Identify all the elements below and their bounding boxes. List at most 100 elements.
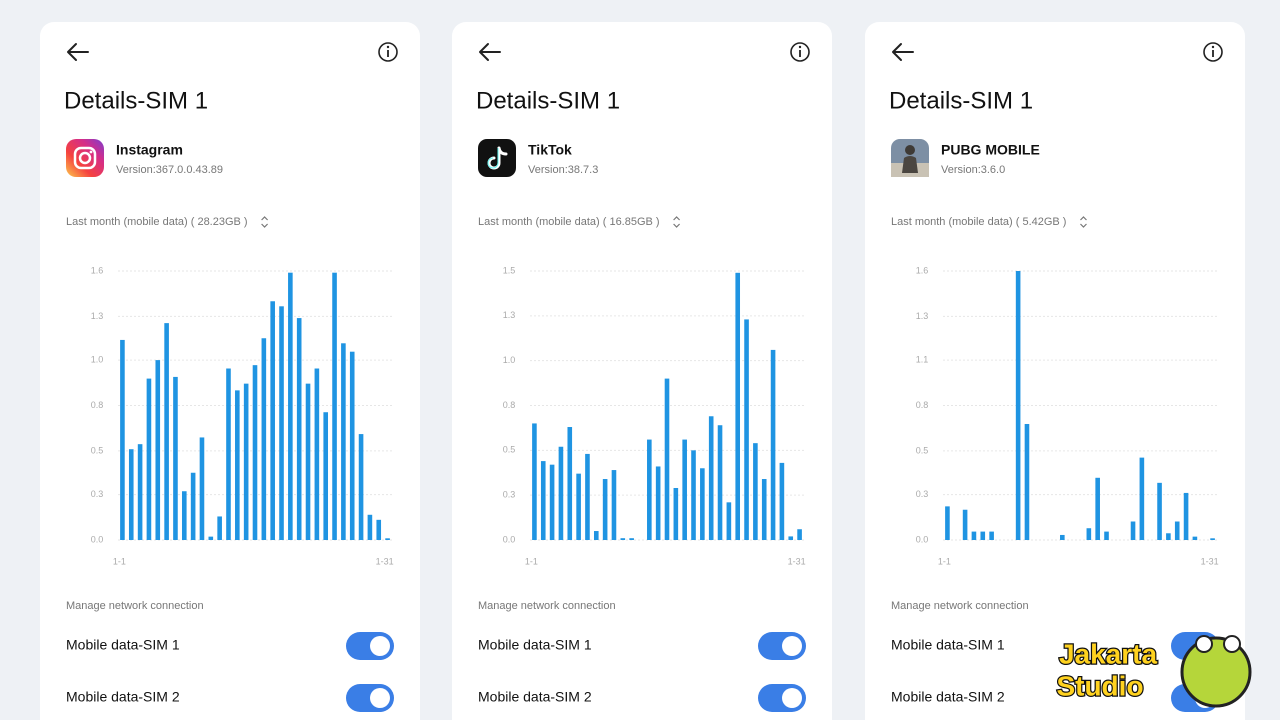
- period-chevron[interactable]: [261, 216, 269, 228]
- page-title: Details-SIM 1: [889, 87, 1033, 114]
- toggle-label: Mobile data-SIM 1: [891, 637, 1005, 653]
- bar: [279, 306, 284, 540]
- watermark-logo: [1223, 635, 1241, 653]
- toggle-knob: [782, 636, 802, 656]
- bar: [199, 437, 205, 540]
- y-tick-label: 0.0: [503, 534, 516, 544]
- toggle-switch[interactable]: [346, 684, 394, 712]
- icon-glyph: [905, 145, 915, 155]
- usage-period[interactable]: Last month (mobile data) ( 16.85GB ): [478, 216, 660, 228]
- bar: [376, 519, 382, 540]
- bar: [296, 318, 302, 540]
- app-icon: [66, 139, 104, 177]
- toggle-label: Mobile data-SIM 2: [891, 689, 1005, 705]
- toggle-switch[interactable]: [758, 684, 806, 712]
- x-tick-label: 1-31: [1201, 556, 1219, 566]
- bar: [208, 536, 214, 540]
- bar: [647, 439, 652, 540]
- x-tick-label: 1-1: [525, 556, 538, 566]
- bar: [753, 443, 758, 540]
- info-button[interactable]: [1203, 42, 1223, 62]
- app-name: TikTok: [528, 142, 572, 158]
- bar: [558, 446, 564, 540]
- card: [452, 22, 832, 720]
- toggle-switch[interactable]: [346, 632, 394, 660]
- bar: [261, 338, 267, 540]
- y-tick-label: 0.3: [916, 489, 929, 499]
- x-tick-label: 1-31: [376, 556, 394, 566]
- bar: [173, 376, 178, 540]
- back-button[interactable]: [892, 43, 914, 61]
- bar: [305, 383, 311, 540]
- usage-period[interactable]: Last month (mobile data) ( 5.42GB ): [891, 216, 1066, 228]
- toggle-label: Mobile data-SIM 2: [478, 689, 592, 705]
- bar: [717, 425, 723, 540]
- bar: [664, 378, 670, 540]
- bar: [726, 502, 732, 540]
- y-tick-label: 0.8: [916, 400, 929, 410]
- app-name: Instagram: [116, 142, 183, 158]
- y-tick-label: 1.3: [91, 311, 104, 321]
- y-tick-label: 1.0: [91, 354, 104, 364]
- bar: [629, 538, 634, 540]
- back-button[interactable]: [479, 43, 501, 61]
- bar: [797, 529, 802, 540]
- bar: [655, 466, 661, 540]
- app-icon-group: [66, 139, 104, 177]
- bar: [691, 450, 696, 540]
- icon-glyph: [487, 146, 508, 170]
- info-icon: [386, 45, 390, 49]
- info-button[interactable]: [790, 42, 810, 62]
- bar: [1024, 423, 1030, 540]
- watermark-text: Jakarta: [1059, 638, 1158, 669]
- period-chevron[interactable]: [673, 216, 681, 228]
- bar: [1130, 521, 1136, 540]
- bar: [217, 516, 222, 540]
- bar: [349, 351, 355, 540]
- y-tick-label: 1.3: [503, 310, 516, 320]
- y-tick-label: 0.5: [916, 445, 929, 455]
- bar: [611, 470, 617, 540]
- bar: [549, 464, 555, 540]
- period-chevron[interactable]: [1080, 216, 1087, 228]
- bar: [155, 360, 161, 540]
- bar: [1104, 531, 1109, 540]
- bar: [226, 368, 231, 540]
- y-tick-label: 1.6: [916, 265, 929, 275]
- x-tick-label: 1-1: [113, 556, 126, 566]
- page-title: Details-SIM 1: [64, 87, 208, 114]
- panel: Details-SIM 1 PUBG MOBILE Version:3.6.0 Las…: [865, 22, 1245, 720]
- info-button[interactable]: [378, 42, 398, 62]
- bar: [252, 365, 258, 540]
- app-icon-group: [891, 139, 929, 177]
- bar: [1139, 457, 1145, 540]
- bar: [164, 323, 169, 540]
- bar: [235, 390, 240, 540]
- bar: [1183, 492, 1189, 540]
- icon-glyph: [487, 148, 499, 169]
- bar: [1174, 521, 1180, 540]
- back-button[interactable]: [67, 43, 89, 61]
- bar: [770, 349, 776, 540]
- section-label: Manage network connection: [478, 600, 616, 612]
- bar: [735, 272, 741, 540]
- page-title: Details-SIM 1: [476, 87, 620, 114]
- y-tick-label: 0.5: [91, 445, 104, 455]
- watermark-logo: [1195, 635, 1213, 653]
- bar: [540, 461, 546, 540]
- bar: [120, 339, 125, 540]
- y-tick-label: 0.8: [503, 400, 516, 410]
- y-tick-label: 0.0: [916, 534, 929, 544]
- x-tick-label: 1-31: [788, 556, 806, 566]
- app-name: PUBG MOBILE: [941, 142, 1040, 158]
- bar: [314, 368, 320, 540]
- y-tick-label: 1.1: [916, 354, 929, 364]
- y-tick-label: 0.5: [503, 445, 516, 455]
- app-icon: [478, 139, 516, 177]
- icon-glyph: [902, 156, 918, 173]
- toggle-switch[interactable]: [758, 632, 806, 660]
- usage-period[interactable]: Last month (mobile data) ( 28.23GB ): [66, 216, 248, 228]
- info-icon: [790, 42, 810, 62]
- bar: [358, 434, 364, 540]
